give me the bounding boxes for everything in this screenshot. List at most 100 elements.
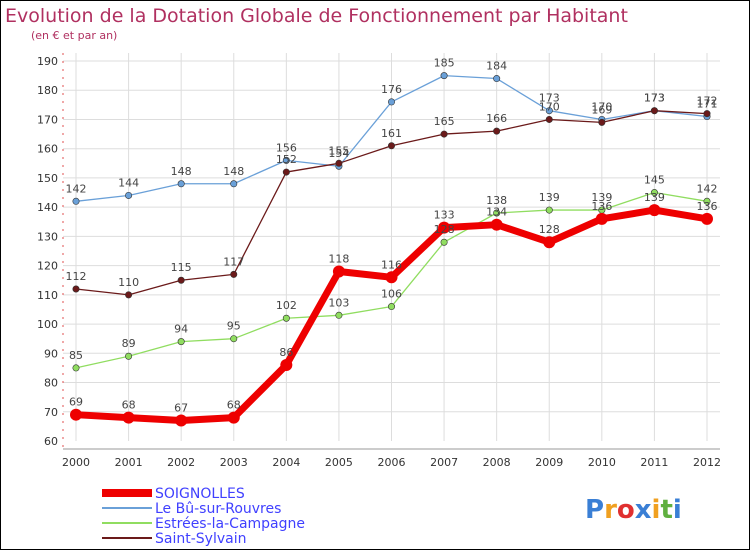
data-point-soignolles	[701, 212, 713, 225]
data-point-saint-sylvain	[177, 276, 185, 284]
y-tick-label: 80	[44, 377, 58, 390]
data-point-saint-sylvain	[703, 110, 711, 118]
y-tick-label: 130	[37, 230, 58, 243]
data-point-le-b-sur-rouvres	[545, 107, 553, 115]
data-point-estr-es-la-campagne	[72, 364, 80, 372]
x-tick-label: 2000	[62, 456, 90, 469]
data-label-soignolles: 118	[328, 252, 349, 265]
data-label-saint-sylvain: 165	[434, 115, 455, 128]
data-label-le-b-sur-rouvres: 170	[591, 100, 612, 113]
logo-text: Proxiti	[585, 495, 682, 525]
data-point-soignolles	[227, 411, 240, 424]
proxiti-logo: Proxiti	[585, 495, 682, 525]
y-tick-label: 180	[37, 84, 58, 97]
data-point-soignolles	[595, 212, 608, 225]
data-label-le-b-sur-rouvres: 148	[171, 165, 192, 178]
data-label-le-b-sur-rouvres: 185	[434, 57, 455, 70]
x-tick-label: 2001	[115, 456, 143, 469]
data-point-saint-sylvain	[493, 127, 501, 135]
logo-letter: x	[635, 495, 652, 525]
data-point-estr-es-la-campagne	[177, 338, 185, 346]
data-label-soignolles: 134	[486, 206, 507, 219]
data-label-saint-sylvain: 110	[118, 276, 139, 289]
data-label-soignolles: 67	[174, 402, 188, 415]
data-label-saint-sylvain: 170	[539, 100, 560, 113]
data-label-le-b-sur-rouvres: 173	[539, 92, 560, 105]
data-point-saint-sylvain	[125, 291, 133, 299]
data-label-saint-sylvain: 166	[486, 112, 507, 125]
data-label-soignolles: 136	[697, 200, 718, 213]
legend-label: Saint-Sylvain	[155, 531, 246, 547]
x-tick-label: 2003	[220, 456, 248, 469]
data-point-le-b-sur-rouvres	[125, 191, 133, 199]
chart-title: Evolution de la Dotation Globale de Fonc…	[5, 5, 628, 27]
data-point-soignolles	[175, 414, 188, 427]
chart-subtitle: (en € et par an)	[31, 29, 117, 42]
data-label-soignolles: 128	[539, 223, 560, 236]
y-tick-label: 120	[37, 260, 58, 273]
x-tick-label: 2002	[167, 456, 195, 469]
data-label-le-b-sur-rouvres: 142	[66, 182, 87, 195]
data-point-estr-es-la-campagne	[335, 311, 343, 319]
data-label-soignolles: 136	[591, 200, 612, 213]
data-label-estr-es-la-campagne: 139	[591, 191, 612, 204]
data-point-estr-es-la-campagne	[125, 352, 133, 360]
data-point-le-b-sur-rouvres	[230, 180, 238, 188]
y-tick-label: 140	[37, 201, 58, 214]
data-point-le-b-sur-rouvres	[177, 180, 185, 188]
x-tick-label: 2012	[693, 456, 721, 469]
data-label-soignolles: 68	[122, 399, 136, 412]
data-label-estr-es-la-campagne: 85	[69, 349, 83, 362]
data-label-le-b-sur-rouvres: 144	[118, 176, 139, 189]
data-label-soignolles: 133	[434, 209, 455, 222]
data-point-soignolles	[438, 221, 451, 234]
data-label-estr-es-la-campagne: 145	[644, 174, 665, 187]
logo-letter: o	[617, 495, 635, 525]
data-point-saint-sylvain	[650, 107, 658, 115]
data-point-le-b-sur-rouvres	[440, 72, 448, 80]
data-label-soignolles: 86	[279, 346, 293, 359]
data-label-estr-es-la-campagne: 142	[697, 182, 718, 195]
data-label-saint-sylvain: 117	[223, 255, 244, 268]
data-label-soignolles: 68	[227, 399, 241, 412]
logo-letter: P	[585, 495, 604, 525]
data-label-estr-es-la-campagne: 138	[486, 194, 507, 207]
data-label-estr-es-la-campagne: 89	[122, 337, 136, 350]
data-point-saint-sylvain	[282, 168, 290, 176]
legend-label: Estrées-la-Campagne	[155, 516, 305, 532]
data-point-soignolles	[490, 218, 503, 231]
data-point-soignolles	[122, 411, 135, 424]
data-label-le-b-sur-rouvres: 148	[223, 165, 244, 178]
data-point-soignolles	[648, 204, 661, 217]
data-point-estr-es-la-campagne	[440, 238, 448, 246]
axes: 60 70 80 90 100 110 120 130 140 150 160 170 180 190 20…	[37, 53, 721, 469]
logo-letter: r	[604, 495, 617, 525]
x-tick-label: 2006	[378, 456, 406, 469]
y-tick-label: 60	[44, 435, 58, 448]
data-point-le-b-sur-rouvres	[493, 75, 501, 83]
data-point-saint-sylvain	[335, 159, 343, 167]
data-label-le-b-sur-rouvres: 156	[276, 141, 297, 154]
data-label-le-b-sur-rouvres: 184	[486, 60, 507, 73]
data-label-le-b-sur-rouvres: 173	[644, 92, 665, 105]
data-label-estr-es-la-campagne: 102	[276, 299, 297, 312]
data-label-soignolles: 69	[69, 396, 83, 409]
data-point-saint-sylvain	[598, 118, 606, 126]
data-point-estr-es-la-campagne	[703, 197, 711, 205]
data-point-le-b-sur-rouvres	[387, 98, 395, 106]
data-label-saint-sylvain: 155	[328, 144, 349, 157]
data-label-saint-sylvain: 112	[66, 270, 87, 283]
series-layer	[70, 72, 713, 427]
data-point-estr-es-la-campagne	[545, 206, 553, 214]
data-point-estr-es-la-campagne	[493, 209, 501, 217]
data-point-soignolles	[70, 408, 82, 421]
logo-letter: i	[673, 495, 682, 525]
data-point-saint-sylvain	[72, 285, 80, 293]
y-tick-label: 160	[37, 143, 58, 156]
x-tick-label: 2009	[535, 456, 563, 469]
data-label-soignolles: 116	[381, 258, 402, 271]
